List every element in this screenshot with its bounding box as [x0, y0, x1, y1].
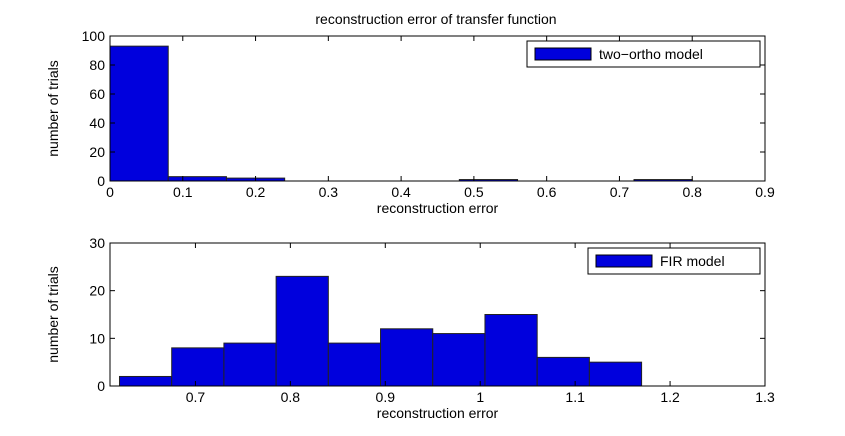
x-tick-label: 0.2	[246, 184, 266, 200]
histogram-bar	[109, 45, 169, 182]
y-tick-label: 20	[89, 144, 105, 160]
tick-group: 0.7 0.8 0.9 1 1.1 1.2 1.3 0 10 20 30	[89, 235, 775, 405]
y-tick-label: 40	[89, 115, 105, 131]
histogram-bar	[118, 375, 173, 387]
y-axis-label: number of trials	[45, 60, 61, 156]
x-tick-label: 0.7	[610, 184, 630, 200]
x-tick-label: 0.7	[186, 389, 206, 405]
x-tick-label: 0.1	[173, 184, 193, 200]
histogram-bar	[167, 176, 227, 182]
x-tick-label: 0.4	[391, 184, 411, 200]
histogram-two-ortho: reconstruction error of transfer functio…	[45, 11, 775, 216]
histogram-bar	[536, 356, 590, 387]
x-axis-label: reconstruction error	[377, 405, 499, 421]
bar-group	[109, 45, 693, 182]
x-tick-label: 0.8	[682, 184, 702, 200]
y-axis-label: number of trials	[45, 266, 61, 362]
legend-label: FIR model	[660, 253, 725, 269]
legend-swatch	[595, 254, 653, 268]
histogram-bar	[223, 342, 277, 387]
x-tick-label: 0.8	[281, 389, 301, 405]
plot-area-frame	[109, 242, 766, 387]
histogram-bar	[380, 328, 434, 387]
y-tick-label: 80	[89, 57, 105, 73]
y-tick-label: 0	[97, 378, 105, 394]
x-tick-label: 0.6	[537, 184, 557, 200]
histogram-fir: 0.7 0.8 0.9 1 1.1 1.2 1.3 0 10 20 30 reconstructio…	[45, 235, 775, 421]
x-tick-label: 0.9	[755, 184, 775, 200]
legend: FIR model	[587, 247, 761, 275]
x-axis-label: reconstruction error	[377, 200, 499, 216]
y-tick-label: 20	[89, 283, 105, 299]
x-tick-label: 1.2	[660, 389, 680, 405]
legend-swatch	[534, 47, 592, 61]
x-tick-label: 0.3	[319, 184, 339, 200]
y-tick-label: 60	[89, 86, 105, 102]
chart-title: reconstruction error of transfer functio…	[315, 11, 556, 27]
histogram-bar	[171, 347, 225, 387]
x-tick-label: 0.5	[464, 184, 484, 200]
x-tick-label: 0.9	[376, 389, 396, 405]
x-tick-label: 1	[476, 389, 484, 405]
x-tick-label: 1.1	[565, 389, 585, 405]
histogram-bar	[327, 342, 382, 387]
y-tick-label: 10	[89, 330, 105, 346]
y-tick-label: 0	[97, 173, 105, 189]
y-tick-label: 100	[82, 28, 106, 44]
histogram-bar	[275, 275, 329, 387]
y-tick-label: 30	[89, 235, 105, 251]
bar-group	[118, 275, 643, 387]
plot-area-frame	[109, 35, 766, 182]
histogram-bar	[588, 361, 643, 387]
x-tick-label: 1.3	[755, 389, 775, 405]
x-tick-label: 0	[106, 184, 114, 200]
tick-group: 0 0.1 0.2 0.3 0.4 0.5 0.6 0.7 0.8 0.9 0 20 40 60 80 100	[82, 28, 775, 200]
histogram-bar	[484, 314, 538, 387]
histogram-bar	[432, 333, 486, 387]
legend: two−ortho model	[526, 40, 761, 68]
legend-label: two−ortho model	[599, 46, 703, 62]
